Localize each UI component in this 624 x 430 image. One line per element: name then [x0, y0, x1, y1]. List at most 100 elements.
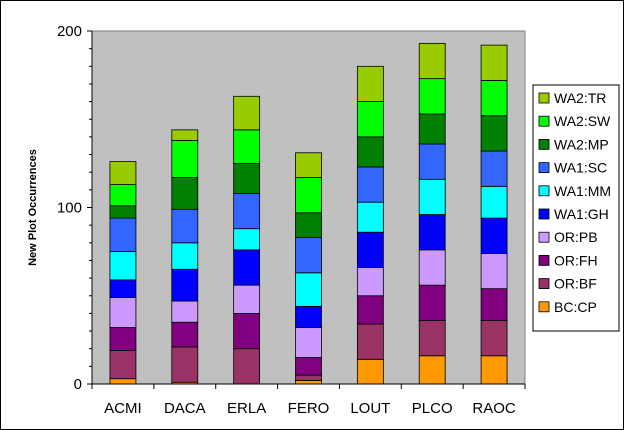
bar-segment-fero-wa1-gh [295, 305, 322, 328]
bar-segment-raoc-or-bf [480, 320, 508, 357]
bar-segment-daca-wa1-mm [171, 242, 199, 270]
legend-swatch-bc-cp [538, 301, 550, 313]
bar-segment-fero-or-pb [295, 327, 322, 358]
legend-label-bc-cp: BC:CP [554, 299, 597, 315]
bar-segment-acmi-wa2-sw [109, 184, 137, 207]
bars-group [109, 42, 508, 385]
bar-segment-erla-or-fh [233, 312, 261, 350]
bar-segment-erla-or-pb [233, 284, 261, 314]
legend-swatch-wa1-gh [538, 208, 550, 220]
bar-segment-lout-wa1-gh [356, 231, 384, 268]
bar-segment-daca-wa2-tr [171, 129, 199, 141]
bar-segment-fero-bc-cp [295, 380, 322, 385]
legend-swatch-wa2-mp [538, 138, 550, 150]
y-tick-label: 0 [74, 376, 82, 393]
bar-segment-lout-or-fh [356, 295, 384, 325]
bar-segment-lout-wa1-mm [356, 201, 384, 233]
bar-segment-plco-wa2-tr [418, 42, 446, 80]
bar-segment-raoc-wa1-sc [480, 150, 508, 187]
bar-segment-fero-wa2-sw [295, 177, 322, 214]
legend-swatch-or-bf [538, 278, 550, 290]
bar-segment-erla-wa2-tr [233, 95, 261, 131]
bar-segment-plco-wa1-gh [418, 214, 446, 251]
bar-segment-lout-or-bf [356, 323, 384, 360]
bar-segment-plco-wa2-sw [418, 78, 446, 115]
legend-swatch-wa1-mm [538, 185, 550, 197]
axes-group: 0 100 200 ACMI DACA ERLA FERO LOUT PLCO RAOC [57, 23, 526, 417]
bar-segment-fero-or-bf [295, 374, 322, 381]
bar-segment-lout-wa2-mp [356, 136, 384, 168]
bar-segment-fero-or-fh [295, 357, 322, 376]
bar-segment-daca-or-pb [171, 300, 199, 323]
bar-segment-acmi-or-bf [109, 350, 137, 380]
bar-segment-acmi-bc-cp [109, 378, 137, 385]
legend-label-wa2-mp: WA2:MP [554, 136, 609, 152]
bar-segment-daca-wa1-sc [171, 208, 199, 244]
legend-label-or-fh: OR:FH [554, 252, 598, 268]
y-tick-label: 100 [57, 200, 82, 217]
bar-segment-fero-wa1-sc [295, 237, 322, 274]
bar-segment-lout-wa1-sc [356, 166, 384, 203]
bar-segment-plco-wa1-mm [418, 178, 446, 215]
bar-segment-raoc-wa2-tr [480, 44, 508, 81]
legend-label-or-bf: OR:BF [554, 276, 597, 292]
bar-segment-acmi-wa1-mm [109, 251, 137, 281]
legend-swatch-or-pb [538, 231, 550, 243]
bar-segment-daca-or-fh [171, 321, 199, 348]
bar-segment-daca-or-bf [171, 346, 199, 383]
bar-segment-fero-wa2-mp [295, 212, 322, 238]
x-category-label-erla: ERLA [227, 400, 266, 417]
bar-segment-raoc-bc-cp [480, 355, 508, 385]
bar-segment-lout-or-pb [356, 267, 384, 297]
bar-segment-lout-wa2-tr [356, 65, 384, 103]
legend-items: WA2:TR WA2:SW WA2:MP WA1:SC WA1:MM WA1:GH OR:P… [538, 90, 611, 315]
bar-segment-daca-wa2-mp [171, 177, 199, 210]
bar-segment-raoc-or-fh [480, 288, 508, 321]
bar-segment-raoc-wa2-mp [480, 115, 508, 152]
legend-label-wa1-gh: WA1:GH [554, 206, 609, 222]
x-category-label-plco: PLCO [412, 400, 453, 417]
legend-swatch-wa1-sc [538, 162, 550, 174]
x-category-label-fero: FERO [288, 400, 330, 417]
legend-label-wa1-sc: WA1:SC [554, 160, 607, 176]
bar-segment-erla-wa1-mm [233, 228, 261, 251]
legend-label-wa2-sw: WA2:SW [554, 113, 611, 129]
bar-segment-raoc-or-pb [480, 252, 508, 290]
legend-label-wa1-mm: WA1:MM [554, 183, 611, 199]
x-category-label-lout: LOUT [350, 400, 390, 417]
legend-swatch-wa2-sw [538, 115, 550, 127]
bar-segment-lout-wa2-sw [356, 101, 384, 138]
bar-segment-daca-wa2-sw [171, 140, 199, 178]
bar-segment-lout-bc-cp [356, 358, 384, 385]
bar-segment-acmi-wa1-sc [109, 217, 137, 253]
bar-segment-raoc-wa2-sw [480, 80, 508, 117]
bar-segment-acmi-or-fh [109, 327, 137, 351]
legend-swatch-wa2-tr [538, 92, 550, 104]
bar-segment-erla-wa1-gh [233, 249, 261, 286]
y-tick-label: 200 [57, 23, 82, 40]
bar-segment-erla-wa2-mp [233, 162, 261, 194]
bar-segment-raoc-wa1-mm [480, 185, 508, 219]
bar-segment-plco-bc-cp [418, 355, 446, 385]
x-category-label-acmi: ACMI [104, 400, 142, 417]
bar-segment-acmi-wa2-mp [109, 205, 137, 219]
y-axis-label: New Plot Occurrences [27, 149, 39, 266]
bar-segment-plco-or-fh [418, 284, 446, 321]
bar-segment-plco-or-pb [418, 249, 446, 286]
bar-segment-acmi-wa1-gh [109, 279, 137, 298]
bar-segment-raoc-wa1-gh [480, 217, 508, 254]
bar-segment-erla-or-bf [233, 348, 261, 385]
bar-segment-daca-wa1-gh [171, 268, 199, 302]
bar-segment-erla-wa1-sc [233, 192, 261, 230]
bar-segment-plco-wa1-sc [418, 143, 446, 180]
bar-segment-erla-wa2-sw [233, 129, 261, 164]
bar-segment-acmi-wa2-tr [109, 161, 137, 185]
bar-segment-fero-wa1-mm [295, 272, 322, 307]
x-category-label-daca: DACA [164, 400, 206, 417]
legend-label-wa2-tr: WA2:TR [554, 90, 606, 106]
legend-label-or-pb: OR:PB [554, 229, 598, 245]
legend-swatch-or-fh [538, 254, 550, 266]
bar-segment-fero-wa2-tr [295, 152, 322, 178]
bar-segment-acmi-or-pb [109, 297, 137, 328]
